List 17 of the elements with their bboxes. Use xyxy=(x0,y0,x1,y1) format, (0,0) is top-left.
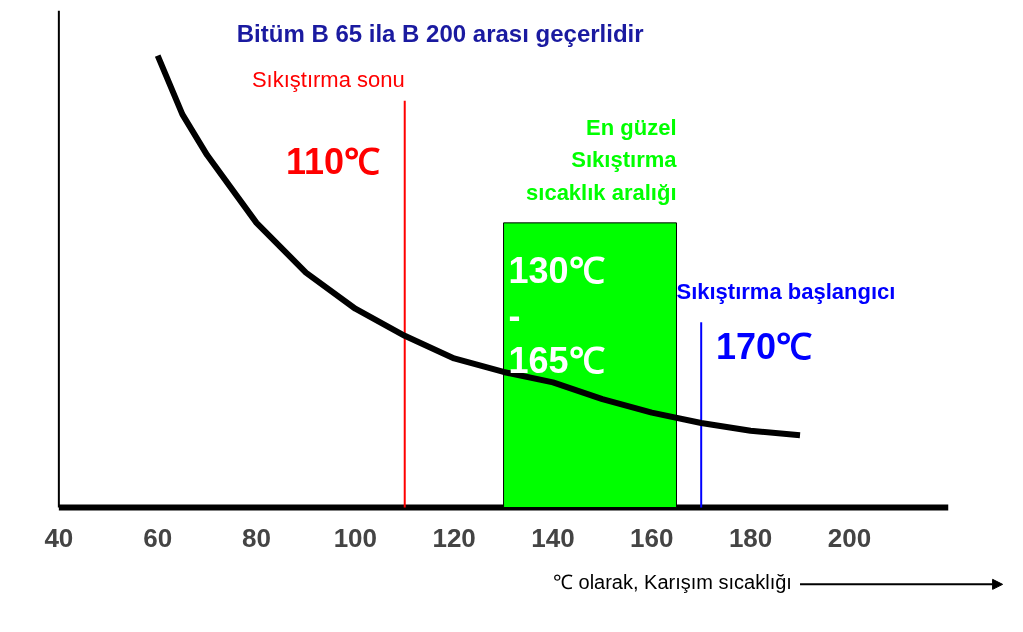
x-tick-label: 80 xyxy=(242,522,271,553)
ref-line-label: Sıkıştırma sonu xyxy=(251,66,405,92)
ref-line-label: Sıkıştırma başlangıcı xyxy=(676,279,896,305)
x-tick-label: 100 xyxy=(333,522,378,553)
chart-title: Bitüm B 65 ila B 200 arası geçerlidir xyxy=(236,19,644,47)
band-label: En güzel Sıkıştırma sıcaklık aralığı xyxy=(526,114,678,205)
x-axis-title: ℃ olarak, Karışım sıcaklığı xyxy=(552,571,792,594)
x-tick-label: 60 xyxy=(143,522,173,553)
x-tick-label: 140 xyxy=(531,522,575,553)
annotation: 130℃ - 165℃ xyxy=(508,249,605,382)
x-tick-label: 120 xyxy=(432,522,476,553)
x-tick-label: 160 xyxy=(630,522,674,553)
x-tick-label: 180 xyxy=(728,522,773,553)
x-tick-label: 40 xyxy=(44,522,74,553)
annotation: 170℃ xyxy=(716,326,813,368)
x-tick-label: 200 xyxy=(827,522,872,553)
annotation: 110℃ xyxy=(285,141,381,183)
